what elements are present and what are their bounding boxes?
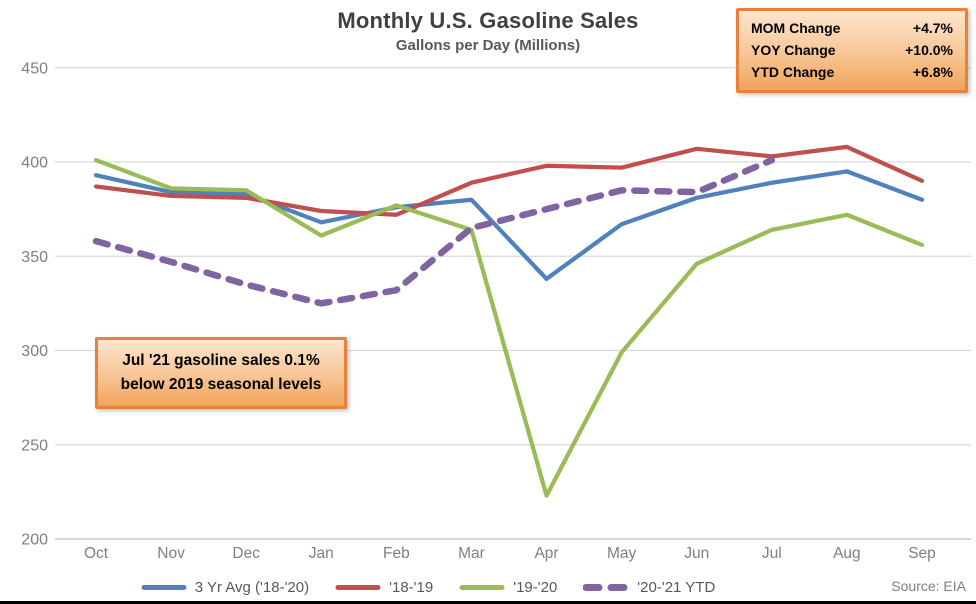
source-credit: Source: EIA [891, 578, 966, 594]
x-axis-label: Jul [762, 545, 782, 562]
x-axis-label: Sep [908, 545, 936, 562]
change-stats-callout: MOM Change +4.7% YOY Change +10.0% YTD C… [736, 8, 968, 93]
legend-swatch-red-line [335, 585, 381, 590]
x-axis-label: May [607, 545, 637, 562]
legend-item-red: '18-'19 [335, 579, 433, 596]
series-line-blue [93, 169, 925, 281]
annotation-line-2: below 2019 seasonal levels [120, 376, 322, 394]
stat-value: +4.7% [912, 20, 953, 36]
series-line-purple [92, 156, 776, 307]
y-axis-label: 200 [21, 532, 48, 549]
legend-item-green: '19-'20 [459, 579, 557, 596]
series-line-green [93, 157, 925, 498]
stat-row-yoy: YOY Change +10.0% [751, 39, 953, 61]
annotation-callout: Jul '21 gasoline sales 0.1% below 2019 s… [95, 337, 347, 410]
chart-legend: 3 Yr Avg ('18-'20) '18-'19 '19-'20 '20-'21 … [0, 579, 856, 596]
stat-value: +10.0% [905, 42, 953, 58]
x-axis-label: Nov [157, 545, 185, 562]
stat-label: YOY Change [751, 42, 836, 58]
series-line-red [93, 144, 925, 217]
legend-label: 3 Yr Avg ('18-'20) [194, 579, 310, 596]
legend-swatch-green-line [459, 585, 505, 590]
stat-label: YTD Change [751, 64, 835, 80]
x-axis-label: Jan [309, 545, 334, 562]
annotation-line-1: Jul '21 gasoline sales 0.1% [122, 352, 320, 369]
x-axis-label: Jun [684, 545, 709, 562]
legend-label: '19-'20 [513, 579, 558, 596]
legend-item-purple: '20-'21 YTD [583, 579, 715, 596]
stat-row-ytd: YTD Change +6.8% [751, 61, 953, 83]
x-axis-label: Apr [534, 545, 558, 562]
stat-value: +6.8% [912, 64, 953, 80]
y-axis-label: 250 [21, 437, 48, 454]
stat-row-mom: MOM Change +4.7% [751, 17, 953, 39]
legend-swatch-blue-line [141, 585, 187, 590]
legend-label: '18-'19 [389, 579, 434, 596]
x-axis-label: Oct [84, 545, 109, 562]
y-axis-label: 400 [21, 155, 48, 172]
y-axis-label: 450 [21, 60, 48, 77]
legend-swatch-purple-dashed-line [583, 584, 630, 591]
x-axis-label: Dec [232, 545, 260, 562]
x-axis-label: Feb [383, 545, 410, 562]
y-axis-label: 350 [21, 249, 48, 266]
x-axis-label: Aug [833, 545, 861, 562]
x-axis-label: Mar [458, 545, 485, 562]
legend-label: '20-'21 YTD [637, 579, 716, 596]
legend-item-blue: 3 Yr Avg ('18-'20) [141, 579, 309, 596]
y-axis-label: 300 [21, 343, 48, 360]
stat-label: MOM Change [751, 20, 841, 36]
